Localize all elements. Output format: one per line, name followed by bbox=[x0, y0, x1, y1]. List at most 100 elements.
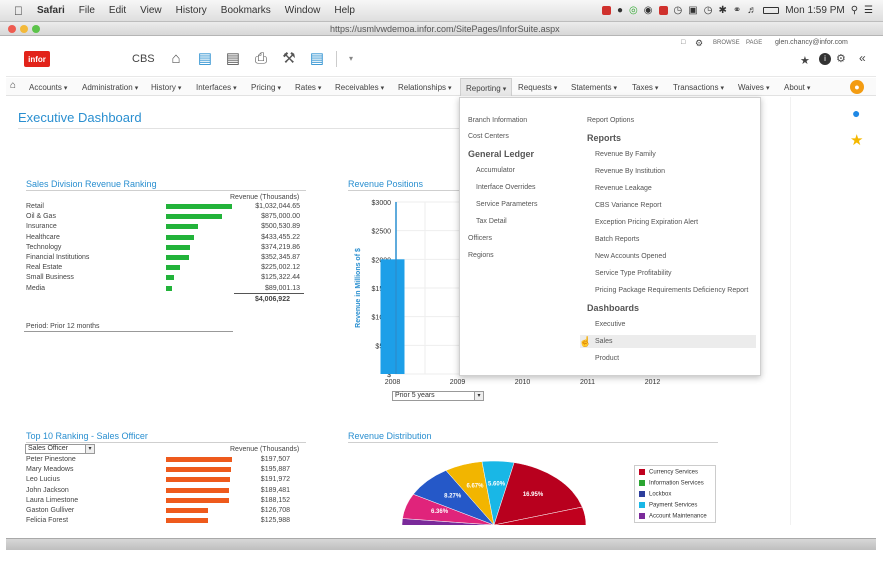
menu-bookmarks[interactable]: Bookmarks bbox=[211, 5, 271, 16]
collapse-icon[interactable]: « bbox=[859, 51, 866, 65]
gear-icon[interactable]: ⚙ bbox=[695, 38, 704, 48]
officer-type-select[interactable]: Sales Officer ▾ bbox=[25, 444, 95, 454]
nav-administration[interactable]: Administration ▾ bbox=[82, 83, 139, 92]
nav-taxes[interactable]: Taxes ▾ bbox=[632, 83, 659, 92]
dropdown-item[interactable]: Regions bbox=[468, 252, 494, 259]
nav-requests[interactable]: Requests ▾ bbox=[518, 83, 558, 92]
minimize-window-icon[interactable] bbox=[20, 25, 28, 33]
volume-icon[interactable]: ♬ bbox=[747, 5, 758, 16]
nav-interfaces[interactable]: Interfaces ▾ bbox=[196, 83, 237, 92]
page-tab[interactable]: PAGE bbox=[746, 40, 763, 46]
nav-statements[interactable]: Statements ▾ bbox=[571, 83, 617, 92]
ranking-row-name: Healthcare bbox=[26, 233, 60, 241]
spotlight-icon[interactable]: ⚲ bbox=[850, 5, 859, 16]
network-icon[interactable]: ● bbox=[850, 80, 864, 94]
pie-slice[interactable] bbox=[412, 470, 495, 525]
printer-icon[interactable]: ⎙ bbox=[254, 49, 267, 67]
star-icon[interactable]: ★ bbox=[800, 55, 810, 67]
close-window-icon[interactable] bbox=[8, 25, 16, 33]
nav-accounts[interactable]: Accounts ▾ bbox=[29, 83, 68, 92]
dropdown-item[interactable]: New Accounts Opened bbox=[595, 253, 667, 260]
dropdown-item[interactable]: Branch Information bbox=[468, 117, 528, 124]
dropdown-item[interactable]: Service Type Profitability bbox=[595, 270, 672, 277]
pie-slice[interactable] bbox=[493, 462, 583, 525]
menu-file[interactable]: File bbox=[69, 5, 95, 16]
nav-reporting[interactable]: Reporting ▾ bbox=[460, 78, 513, 96]
nav-relationships[interactable]: Relationships ▾ bbox=[398, 83, 452, 92]
nav-receivables[interactable]: Receivables ▾ bbox=[335, 83, 385, 92]
dropdown-item[interactable]: Revenue By Family bbox=[595, 151, 656, 158]
dropdown-item[interactable]: Executive bbox=[595, 321, 626, 328]
menu-window[interactable]: Window bbox=[275, 5, 321, 16]
window-bottom-bar bbox=[6, 538, 876, 550]
tools-icon[interactable]: ⚒ bbox=[282, 50, 296, 67]
record-icon[interactable] bbox=[602, 6, 611, 15]
revenue-bar[interactable] bbox=[380, 259, 405, 374]
display-icon[interactable]: ▣ bbox=[688, 5, 698, 16]
nav-pricing[interactable]: Pricing ▾ bbox=[251, 83, 281, 92]
info-icon[interactable]: i bbox=[819, 53, 831, 65]
menu-app-name[interactable]: Safari bbox=[28, 5, 65, 16]
nav-about[interactable]: About ▾ bbox=[784, 83, 811, 92]
period-select[interactable]: Prior 5 years ▾ bbox=[392, 391, 484, 401]
zoom-window-icon[interactable] bbox=[32, 25, 40, 33]
settings-icon[interactable]: ⚙ bbox=[836, 53, 846, 65]
menu-view[interactable]: View bbox=[131, 5, 162, 16]
menu-help[interactable]: Help bbox=[325, 5, 355, 16]
clock[interactable]: Mon 1:59 PM bbox=[785, 5, 845, 16]
dropdown-item[interactable]: Pricing Package Requirements Deficiency … bbox=[595, 287, 749, 294]
bluetooth-icon[interactable]: ✱ bbox=[718, 5, 727, 16]
timemachine-icon[interactable]: ◷ bbox=[703, 5, 713, 16]
battery-icon[interactable] bbox=[763, 7, 780, 14]
dropdown-item[interactable]: CBS Variance Report bbox=[595, 202, 662, 209]
home-icon[interactable]: ⌂ bbox=[171, 49, 181, 67]
chevron-down-icon[interactable]: ▾ bbox=[349, 54, 354, 63]
url-text[interactable]: https://usmlvwdemoa.infor.com/SitePages/… bbox=[330, 24, 560, 34]
favorite-star-icon[interactable]: ★ bbox=[850, 132, 864, 149]
dropdown-item[interactable]: Accumulator bbox=[476, 167, 515, 174]
share-icon[interactable]: □ bbox=[681, 39, 686, 46]
dropdown-item[interactable]: Batch Reports bbox=[595, 236, 640, 243]
document-icon[interactable]: ▤ bbox=[197, 50, 213, 67]
dropdown-item[interactable]: Interface Overrides bbox=[476, 184, 536, 191]
sync-icon[interactable]: ◎ bbox=[629, 5, 638, 16]
infor-logo[interactable]: infor bbox=[24, 51, 50, 67]
menu-edit[interactable]: Edit bbox=[99, 5, 126, 16]
dropdown-item[interactable]: Officers bbox=[468, 235, 492, 242]
legend-item: Payment Services bbox=[639, 502, 697, 509]
dropdown-item[interactable]: Product bbox=[595, 355, 620, 362]
wifi-icon[interactable]: ⚭ bbox=[732, 5, 742, 16]
legend-swatch bbox=[639, 513, 645, 519]
gauge-icon[interactable]: ◉ bbox=[643, 5, 653, 16]
dropdown-item[interactable]: Tax Detail bbox=[476, 218, 507, 225]
dropdown-item[interactable]: Cost Centers bbox=[468, 133, 509, 140]
dropdown-item[interactable]: Report Options bbox=[587, 117, 635, 124]
dropdown-item[interactable]: Service Parameters bbox=[476, 201, 538, 208]
officer-row-name: Felicia Forest bbox=[26, 517, 69, 525]
notifications-icon[interactable]: ☰ bbox=[864, 5, 873, 16]
apple-icon[interactable]:  bbox=[14, 4, 23, 18]
notes-icon[interactable]: ▤ bbox=[309, 50, 325, 67]
nav-home-icon[interactable]: ⌂ bbox=[10, 80, 17, 91]
pie-slice[interactable] bbox=[493, 506, 587, 525]
menu-history[interactable]: History bbox=[166, 5, 207, 16]
bell-icon[interactable]: ● bbox=[617, 5, 624, 16]
nav-transactions[interactable]: Transactions ▾ bbox=[673, 83, 725, 92]
ranking-row-value: $1,032,044.65 bbox=[255, 203, 300, 210]
nav-history[interactable]: History ▾ bbox=[151, 83, 182, 92]
user-menu[interactable]: glen.chancy@infor.com bbox=[775, 39, 848, 46]
nav-waives[interactable]: Waives ▾ bbox=[738, 83, 770, 92]
app-badge-icon[interactable] bbox=[658, 6, 668, 15]
nav-rates[interactable]: Rates ▾ bbox=[295, 83, 322, 92]
browse-tab[interactable]: BROWSE bbox=[713, 40, 740, 46]
ranking-bar bbox=[166, 255, 189, 260]
timer-icon[interactable]: ◷ bbox=[673, 5, 683, 16]
title-divider bbox=[18, 128, 468, 129]
dropdown-item[interactable]: Revenue By Institution bbox=[595, 168, 666, 175]
report-icon[interactable]: ▤ bbox=[225, 50, 241, 67]
ranking-row-name: Insurance bbox=[26, 223, 57, 231]
dropdown-item[interactable]: Exception Pricing Expiration Alert bbox=[595, 219, 699, 226]
dropdown-item[interactable]: Revenue Leakage bbox=[595, 185, 652, 192]
location-pin-icon[interactable]: ● bbox=[852, 105, 861, 121]
dropdown-item[interactable]: Sales bbox=[595, 338, 613, 345]
